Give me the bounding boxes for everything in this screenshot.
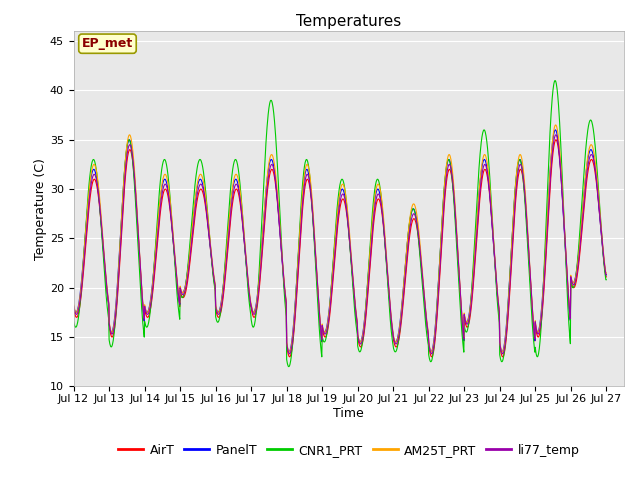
CNR1_PRT [551,78,559,84]
AM25T_PRT [70,301,77,307]
li77_temp [552,132,560,138]
Title: Temperatures: Temperatures [296,13,401,29]
AirT [279,264,287,270]
AM25T_PRT [422,308,429,313]
CNR1_PRT [70,319,77,324]
PanelT [279,265,287,271]
Line: PanelT: PanelT [74,130,606,352]
CNR1_PRT [556,120,563,126]
PanelT [70,303,77,309]
AM25T_PRT [509,214,517,220]
CNR1_PRT [279,263,287,269]
li77_temp [422,310,429,315]
PanelT [509,213,517,219]
AirT [70,305,77,311]
AirT [286,354,294,360]
li77_temp [556,154,563,159]
PanelT [556,155,563,160]
AM25T_PRT [552,122,559,128]
PanelT [285,349,292,355]
X-axis label: Time: Time [333,407,364,420]
AirT [292,304,300,310]
PanelT [188,235,195,240]
PanelT [292,290,300,296]
AM25T_PRT [188,235,195,241]
li77_temp [188,242,195,248]
AirT [602,274,610,280]
CNR1_PRT [188,224,195,230]
PanelT [422,312,429,317]
Y-axis label: Temperature (C): Temperature (C) [34,158,47,260]
AirT [422,312,429,318]
li77_temp [292,299,300,305]
li77_temp [509,224,517,230]
Line: li77_temp: li77_temp [74,135,606,354]
AirT [188,248,195,253]
Text: EP_met: EP_met [82,37,133,50]
CNR1_PRT [422,322,429,328]
PanelT [551,127,559,133]
AM25T_PRT [556,147,563,153]
AirT [509,230,517,236]
CNR1_PRT [509,211,517,217]
li77_temp [286,351,294,357]
Line: AirT: AirT [74,140,606,357]
PanelT [602,272,610,278]
Line: CNR1_PRT: CNR1_PRT [74,81,606,367]
CNR1_PRT [602,277,610,283]
CNR1_PRT [292,292,300,298]
AM25T_PRT [285,349,293,355]
li77_temp [602,272,610,277]
AM25T_PRT [292,292,300,298]
li77_temp [70,303,77,309]
AM25T_PRT [279,260,287,265]
li77_temp [279,262,287,268]
CNR1_PRT [285,364,292,370]
Legend: AirT, PanelT, CNR1_PRT, AM25T_PRT, li77_temp: AirT, PanelT, CNR1_PRT, AM25T_PRT, li77_… [113,439,584,462]
AM25T_PRT [602,270,610,276]
AirT [556,157,563,163]
AirT [552,137,560,143]
Line: AM25T_PRT: AM25T_PRT [74,125,606,352]
